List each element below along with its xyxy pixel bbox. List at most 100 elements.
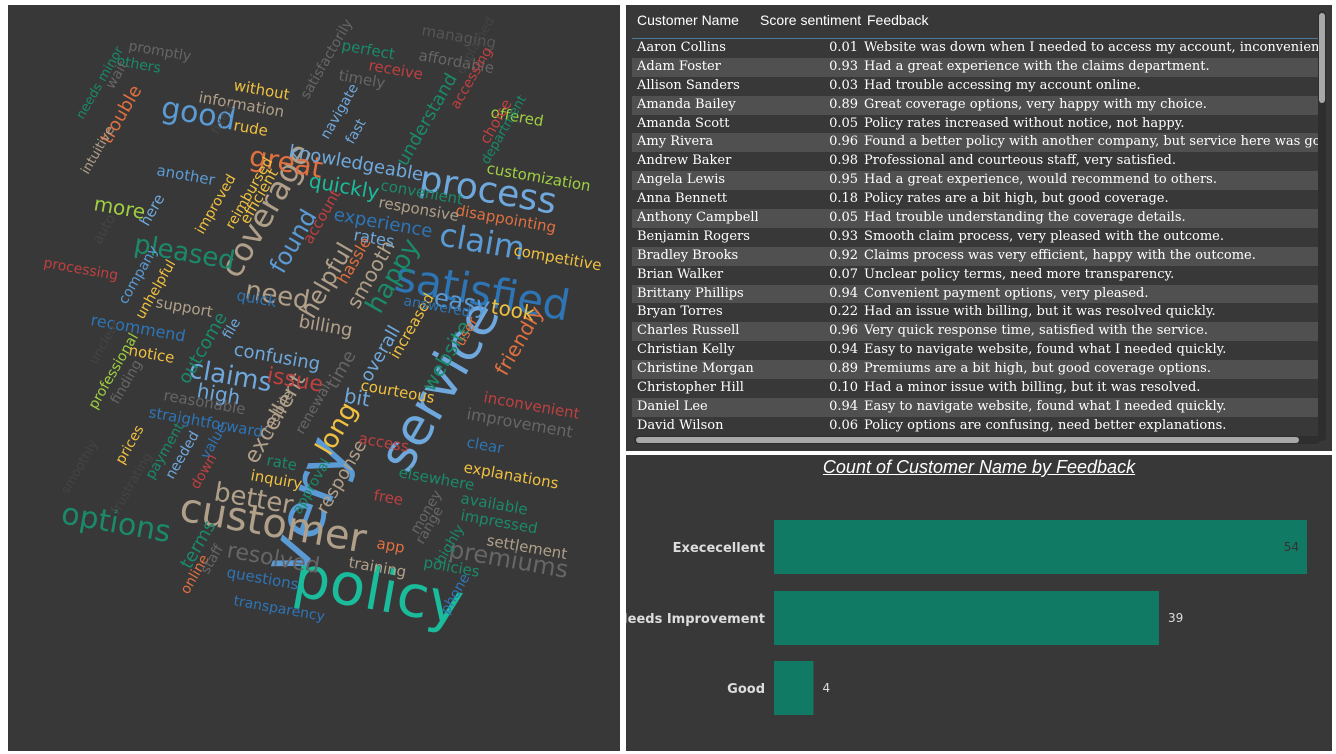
cell-feedback: Easy to navigate website, found what I n…: [864, 342, 1227, 358]
cell-customer-name: Christine Morgan: [637, 361, 754, 377]
cell-customer-name: Christian Kelly: [637, 342, 735, 358]
cell-feedback: Policy rates are a bit high, but good co…: [864, 191, 1169, 207]
cell-feedback: Smooth claim process, very pleased with …: [864, 228, 1225, 244]
cell-score-sentiment: 0.05: [829, 210, 859, 226]
category-label: Exececellent: [673, 541, 765, 556]
word-cloud-word: understand: [392, 70, 462, 170]
table-row[interactable]: Amanda Scott 0.05 Policy rates increased w…: [632, 114, 1318, 134]
word-cloud-word: app: [375, 534, 406, 557]
table-row[interactable]: Charles Russell 0.96 Very quick response t…: [632, 322, 1318, 342]
vertical-scrollbar-thumb[interactable]: [1319, 13, 1325, 103]
feedback-bar-chart-panel: Exececellent 54 Needs Improvement 39 Good 4 C…: [626, 455, 1332, 751]
table-row[interactable]: Anthony Campbell 0.05 Had trouble understa…: [632, 209, 1318, 228]
cell-feedback: Convenient payment options, very pleased…: [864, 285, 1149, 301]
table-row[interactable]: Amanda Bailey 0.89 Great coverage options,…: [632, 95, 1318, 115]
cell-score-sentiment: 0.22: [829, 304, 859, 320]
chart-title: Count of Customer Name by Feedback: [822, 457, 1136, 477]
word-cloud-word: clear: [465, 433, 505, 457]
bar-needs-improvement[interactable]: [774, 591, 1159, 645]
cell-score-sentiment: 0.18: [829, 191, 859, 207]
cell-feedback: Had a great experience with the claims d…: [864, 58, 1210, 74]
cell-customer-name: Adam Foster: [637, 58, 721, 74]
column-header-customer-name[interactable]: Customer Name: [637, 12, 739, 28]
cell-score-sentiment: 0.05: [829, 115, 859, 131]
bar-exececellent[interactable]: [774, 520, 1307, 574]
cell-customer-name: Angela Lewis: [637, 172, 726, 188]
cell-score-sentiment: 0.03: [829, 77, 859, 93]
word-cloud-word: billing: [297, 311, 354, 341]
cell-score-sentiment: 0.07: [829, 266, 859, 282]
cell-feedback: Had trouble understanding the coverage d…: [864, 210, 1186, 226]
cell-score-sentiment: 0.98: [829, 153, 859, 169]
table-header: Customer Name Score sentiment Feedback: [632, 12, 1327, 36]
cell-customer-name: Brittany Phillips: [637, 285, 744, 301]
word-cloud-panel: policy very service customer satisfied proces…: [8, 5, 620, 751]
cell-customer-name: Aaron Collins: [637, 40, 726, 55]
cell-feedback: Very quick response time, satisfied with…: [864, 323, 1208, 339]
cell-feedback: Found a better policy with another compa…: [864, 134, 1318, 150]
cell-score-sentiment: 0.95: [829, 172, 859, 188]
cell-score-sentiment: 0.93: [829, 228, 859, 244]
cell-customer-name: Brian Walker: [637, 266, 724, 282]
table-row[interactable]: David Wilson 0.06 Policy options are confu…: [632, 416, 1318, 436]
word-cloud-word: explanations: [462, 458, 560, 492]
cell-customer-name: Bryan Torres: [637, 304, 723, 320]
table-row[interactable]: Aaron Collins 0.01 Website was down when I…: [632, 39, 1318, 58]
cell-score-sentiment: 0.89: [829, 361, 859, 377]
table-row[interactable]: Amy Rivera 0.96 Found a better policy with…: [632, 133, 1318, 153]
cell-score-sentiment: 0.93: [829, 58, 859, 74]
table-row[interactable]: Bradley Brooks 0.92 Claims process was ver…: [632, 246, 1318, 266]
word-cloud-word: fast: [343, 116, 370, 147]
table-row[interactable]: Christian Kelly 0.94 Easy to navigate webs…: [632, 341, 1318, 361]
horizontal-scrollbar-thumb[interactable]: [636, 437, 1299, 443]
cell-customer-name: Bradley Brooks: [637, 247, 739, 263]
cell-score-sentiment: 0.01: [829, 40, 859, 55]
cell-customer-name: Andrew Baker: [637, 153, 732, 169]
cell-score-sentiment: 0.96: [829, 323, 859, 339]
word-cloud-word: free: [372, 486, 404, 509]
table-row[interactable]: Bryan Torres 0.22 Had an issue with billin…: [632, 303, 1318, 323]
table-row[interactable]: Allison Sanders 0.03 Had trouble accessing…: [632, 76, 1318, 96]
cell-score-sentiment: 0.96: [829, 134, 859, 150]
table-row[interactable]: Brittany Phillips 0.94 Convenient payment …: [632, 284, 1318, 304]
word-cloud-word: support: [154, 293, 214, 321]
table-row[interactable]: Adam Foster 0.93 Had a great experience wi…: [632, 57, 1318, 77]
cell-score-sentiment: 0.06: [829, 417, 859, 433]
cell-feedback: Easy to navigate website, found what I n…: [864, 398, 1227, 414]
cell-feedback: Website was down when I needed to access…: [864, 40, 1318, 55]
word-cloud-word: rude: [232, 116, 269, 140]
category-label: Good: [727, 682, 765, 697]
data-label: 39: [1168, 611, 1183, 625]
word-cloud-word: smoothly: [58, 437, 101, 497]
feedback-table-panel: Customer Name Score sentiment Feedback A…: [626, 5, 1332, 451]
cell-score-sentiment: 0.10: [829, 380, 859, 396]
cell-customer-name: Daniel Lee: [637, 398, 708, 414]
table-body: Aaron Collins 0.01 Website was down when I…: [632, 39, 1318, 437]
table-row[interactable]: Brian Walker 0.07 Unclear policy terms, ne…: [632, 265, 1318, 285]
table-row[interactable]: Daniel Lee 0.94 Easy to navigate website, …: [632, 397, 1318, 417]
cell-customer-name: Charles Russell: [637, 323, 740, 339]
cell-customer-name: Amanda Scott: [637, 115, 730, 131]
cell-score-sentiment: 0.89: [829, 96, 859, 112]
table-row[interactable]: Angela Lewis 0.95 Had a great experience, …: [632, 171, 1318, 191]
table-row[interactable]: Andrew Baker 0.98 Professional and courteo…: [632, 152, 1318, 172]
cell-feedback: Professional and courteous staff, very s…: [864, 153, 1176, 169]
column-header-feedback[interactable]: Feedback: [867, 12, 929, 28]
word-cloud-word: processing: [42, 255, 119, 284]
cell-feedback: Claims process was very efficient, happy…: [864, 247, 1256, 263]
cell-customer-name: Christopher Hill: [637, 380, 744, 396]
cell-feedback: Unclear policy terms, need more transpar…: [864, 266, 1175, 282]
vertical-scrollbar-track[interactable]: [1318, 11, 1326, 441]
table-row[interactable]: Christopher Hill 0.10 Had a minor issue wi…: [632, 379, 1318, 398]
table-row[interactable]: Benjamin Rogers 0.93 Smooth claim process,…: [632, 227, 1318, 247]
word-cloud-word: others: [115, 53, 162, 77]
table-row[interactable]: Christine Morgan 0.89 Premiums are a bit h…: [632, 360, 1318, 380]
cell-score-sentiment: 0.94: [829, 285, 859, 301]
table-row[interactable]: Anna Bennett 0.18 Policy rates are a bit h…: [632, 190, 1318, 210]
cell-feedback: Had a great experience, would recommend …: [864, 172, 1217, 188]
data-label: 4: [822, 681, 830, 695]
column-header-score-sentiment[interactable]: Score sentiment: [760, 12, 862, 28]
bar-good[interactable]: [774, 661, 814, 715]
cell-customer-name: David Wilson: [637, 417, 724, 433]
cell-score-sentiment: 0.94: [829, 342, 859, 358]
